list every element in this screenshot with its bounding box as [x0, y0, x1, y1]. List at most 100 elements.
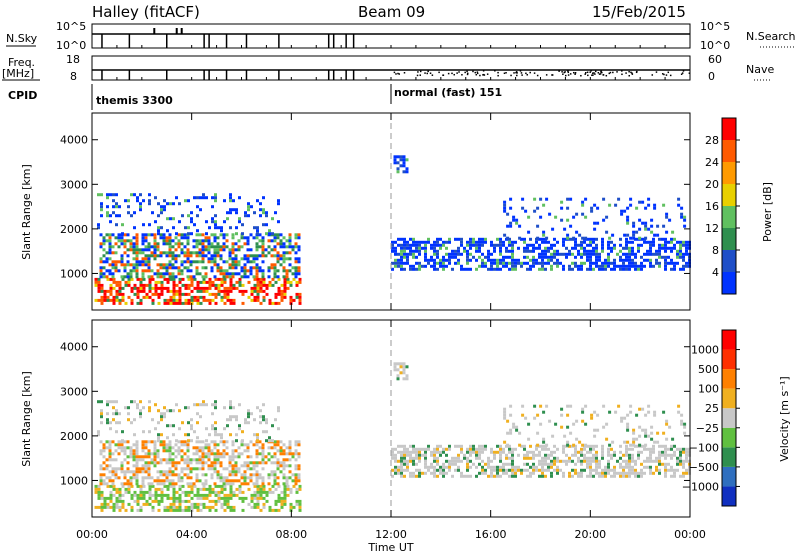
scatter-cell — [135, 269, 139, 273]
scatter-cell — [174, 257, 178, 261]
scatter-cell — [118, 421, 121, 425]
scatter-cell — [280, 496, 284, 500]
scatter-cell — [226, 499, 230, 503]
scatter-cell — [135, 470, 139, 474]
scatter-cell — [487, 456, 490, 460]
scatter-cell — [222, 479, 226, 483]
scatter-cell — [602, 404, 606, 408]
scatter-cell — [123, 449, 127, 453]
scatter-cell — [610, 267, 613, 271]
scatter-cell — [187, 508, 191, 512]
scatter-cell — [280, 502, 284, 506]
scatter-cell — [106, 412, 109, 416]
nave-dot — [625, 72, 627, 74]
scatter-cell — [592, 456, 595, 460]
scatter-cell — [213, 251, 217, 255]
scatter-cell — [174, 266, 178, 270]
scatter-cell — [214, 214, 217, 218]
scatter-cell — [285, 482, 289, 486]
scatter-cell — [650, 230, 654, 234]
scatter-cell — [276, 482, 280, 486]
scatter-cell — [214, 220, 217, 224]
scatter-cell — [577, 264, 580, 268]
scatter-cell — [619, 267, 622, 271]
scatter-cell — [165, 269, 169, 273]
scatter-cell — [475, 474, 478, 478]
scatter-cell — [130, 286, 134, 290]
scatter-cell — [638, 443, 642, 447]
scatter-cell — [277, 409, 280, 413]
scatter-cell — [457, 468, 460, 472]
scatter-cell — [123, 452, 127, 456]
scatter-cell — [207, 464, 211, 468]
scatter-cell — [258, 461, 262, 465]
scatter-cell — [198, 260, 202, 264]
scatter-cell — [261, 467, 265, 471]
scatter-cell — [547, 246, 550, 250]
scatter-cell — [532, 450, 535, 454]
scatter-cell — [442, 447, 445, 451]
scatter-cell — [547, 453, 550, 457]
scatter-cell — [605, 437, 609, 441]
scatter-cell — [466, 474, 469, 478]
scatter-cell — [100, 289, 104, 293]
scatter-cell — [190, 487, 194, 491]
scatter-cell — [415, 462, 418, 466]
scatter-cell — [108, 443, 112, 447]
scatter-cell — [673, 246, 676, 250]
scatter-cell — [219, 266, 223, 270]
scatter-cell — [685, 456, 688, 460]
scatter-cell — [180, 236, 184, 240]
scatter-cell — [154, 196, 157, 200]
scatter-cell — [265, 232, 268, 236]
scatter-cell — [433, 447, 436, 451]
scatter-cell — [126, 446, 130, 450]
scatter-cell — [466, 252, 469, 256]
scatter-cell — [114, 242, 118, 246]
scatter-cell — [111, 260, 115, 264]
scatter-cell — [261, 476, 265, 480]
scatter-cell — [481, 264, 484, 268]
scatter-cell — [403, 237, 406, 241]
scatter-cell — [115, 202, 118, 206]
scatter-cell — [508, 240, 511, 244]
scatter-cell — [661, 450, 664, 454]
scatter-cell — [277, 496, 281, 500]
scatter-cell — [577, 252, 580, 256]
scatter-cell — [514, 264, 517, 268]
scatter-cell — [297, 455, 301, 459]
scatter-cell — [655, 456, 658, 460]
scatter-cell — [619, 471, 622, 475]
scatter-cell — [631, 468, 634, 472]
scatter-cell — [187, 232, 190, 236]
scatter-cell — [569, 431, 573, 435]
scatter-cell — [277, 202, 280, 206]
scatter-cell — [439, 258, 442, 262]
scatter-cell — [634, 468, 637, 472]
scatter-cell — [102, 236, 106, 240]
scatter-cell — [111, 251, 115, 255]
scatter-cell — [112, 502, 116, 506]
scatter-cell — [189, 254, 193, 258]
scatter-cell — [157, 499, 161, 503]
scatter-cell — [231, 449, 235, 453]
scatter-cell — [454, 255, 457, 259]
nsearch-tick-bottom: 10^0 — [700, 39, 730, 52]
scatter-cell — [126, 467, 130, 471]
scatter-cell — [605, 215, 609, 219]
scatter-cell — [586, 258, 589, 262]
scatter-cell — [130, 277, 134, 281]
scatter-cell — [460, 243, 463, 247]
scatter-cell — [255, 455, 259, 459]
scatter-cell — [159, 461, 163, 465]
scatter-cell — [222, 260, 226, 264]
scatter-cell — [136, 277, 140, 281]
scatter-cell — [114, 269, 118, 273]
scatter-cell — [147, 473, 151, 477]
scatter-cell — [427, 258, 430, 262]
scatter-cell — [196, 505, 200, 509]
scatter-cell — [285, 446, 289, 450]
scatter-cell — [189, 476, 193, 480]
scatter-cell — [201, 482, 205, 486]
scatter-cell — [556, 252, 559, 256]
